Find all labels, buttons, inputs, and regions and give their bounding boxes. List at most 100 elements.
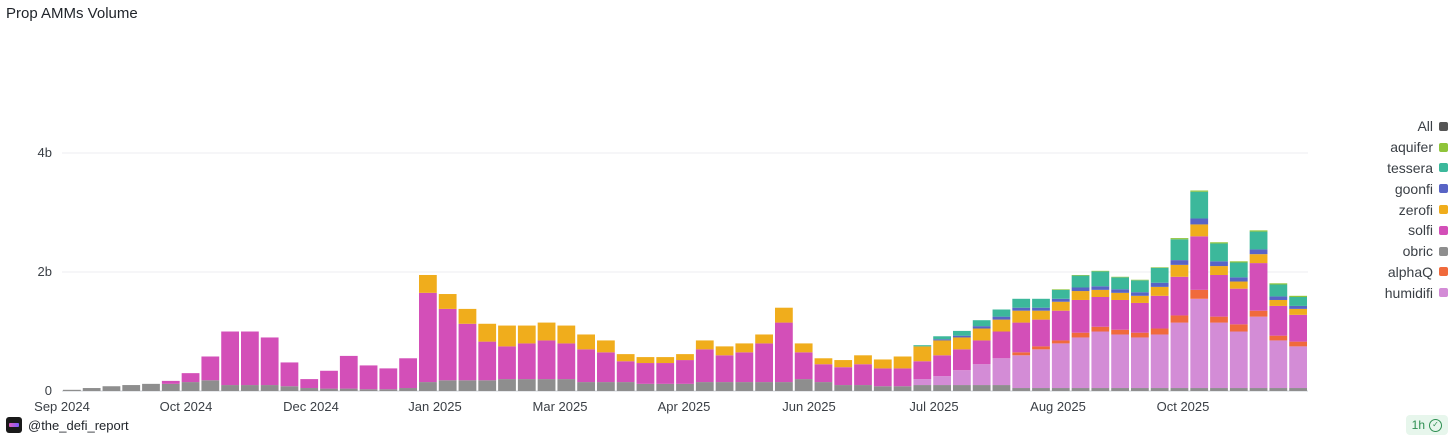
bar-obric-2025-09-28 — [1170, 388, 1189, 391]
bar-tessera-2025-09-07 — [1111, 277, 1129, 290]
bar-solfi-2025-03-16 — [616, 361, 635, 383]
bar-tessera-2025-10-12 — [1210, 243, 1228, 262]
bar-obric-2025-09-07 — [1111, 388, 1129, 391]
legend-label: solfi — [1408, 222, 1433, 239]
bar-alphaQ-2025-09-07 — [1111, 329, 1129, 335]
bar-obric-2025-10-26 — [1249, 388, 1268, 391]
bar-obric-2025-04-27 — [735, 382, 754, 391]
chart-title: Prop AMMs Volume — [6, 5, 138, 22]
bar-humidifi-2025-10-26 — [1249, 316, 1268, 389]
bar-alphaQ-2025-11-02 — [1269, 335, 1288, 341]
bar-solfi-2025-01-26 — [478, 341, 497, 381]
bar-solfi-2025-03-09 — [597, 352, 615, 383]
bar-aquifer-2025-11-02 — [1269, 283, 1288, 285]
legend-item-zerofi[interactable]: zerofi — [1318, 199, 1448, 220]
bar-goonfi-2025-09-21 — [1150, 282, 1169, 287]
bar-solfi-2025-08-17 — [1051, 310, 1070, 341]
bar-solfi-2025-08-10 — [1032, 319, 1050, 347]
bar-aquifer-2025-09-14 — [1131, 279, 1149, 281]
bar-humidifi-2025-06-29 — [913, 379, 932, 386]
bar-obric-2025-03-23 — [636, 383, 655, 391]
bar-obric-2025-08-31 — [1091, 388, 1110, 391]
bar-solfi-2024-12-15 — [359, 365, 378, 390]
bar-solfi-2024-12-01 — [320, 370, 338, 389]
bar-obric-2024-12-22 — [379, 389, 398, 391]
bar-solfi-2024-11-24 — [300, 379, 319, 389]
bar-humidifi-2025-10-19 — [1229, 331, 1248, 389]
bar-obric-2025-05-11 — [775, 382, 793, 391]
bar-obric-2025-02-16 — [537, 379, 556, 391]
bar-humidifi-2025-07-06 — [933, 376, 951, 386]
bar-goonfi-2025-11-09 — [1289, 305, 1307, 309]
legend-item-all[interactable]: All — [1318, 116, 1448, 137]
bar-zerofi-2025-07-06 — [933, 340, 951, 356]
bar-tessera-2025-08-24 — [1071, 275, 1090, 288]
y-tick-label: 2b — [38, 264, 52, 279]
bar-goonfi-2025-07-13 — [953, 335, 971, 338]
legend-item-humidifi[interactable]: humidifi — [1318, 282, 1448, 303]
legend-swatch — [1439, 205, 1448, 215]
bar-zerofi-2025-02-23 — [557, 325, 576, 344]
bar-solfi-2025-10-19 — [1229, 288, 1248, 325]
bar-humidifi-2025-09-21 — [1150, 334, 1169, 389]
bar-zerofi-2025-11-02 — [1269, 299, 1288, 306]
bar-obric-2025-07-13 — [953, 385, 971, 391]
bar-humidifi-2025-09-14 — [1131, 337, 1149, 389]
bar-obric-2025-05-25 — [814, 382, 833, 391]
legend-item-aquifer[interactable]: aquifer — [1318, 137, 1448, 158]
bar-obric-2024-11-17 — [280, 386, 299, 391]
bar-humidifi-2025-10-12 — [1210, 322, 1228, 389]
x-tick-label: Dec 2024 — [283, 399, 339, 414]
bar-zerofi-2025-09-07 — [1111, 292, 1129, 300]
bar-solfi-2025-02-16 — [537, 340, 556, 380]
bar-humidifi-2025-09-07 — [1111, 334, 1129, 389]
bar-obric-2025-03-16 — [616, 382, 635, 391]
bar-obric-2024-09-08 — [82, 388, 101, 391]
bar-zerofi-2025-05-18 — [794, 343, 813, 353]
legend-label: tessera — [1387, 159, 1433, 176]
legend-item-goonfi[interactable]: goonfi — [1318, 178, 1448, 199]
bar-obric-2025-05-18 — [794, 379, 813, 391]
bar-obric-2024-10-27 — [221, 385, 239, 391]
bar-zerofi-2025-04-13 — [695, 340, 714, 350]
bar-zerofi-2025-02-02 — [498, 325, 516, 347]
bar-aquifer-2025-10-26 — [1249, 230, 1268, 232]
bar-solfi-2025-11-02 — [1269, 305, 1288, 336]
chart-legend: All aquifer tessera goonfi zerofi solfi obric a… — [1318, 116, 1448, 303]
bar-obric-2025-03-30 — [656, 383, 675, 391]
bar-obric-2025-06-29 — [913, 385, 932, 391]
bar-goonfi-2025-09-28 — [1170, 260, 1189, 265]
bar-zerofi-2025-07-20 — [972, 328, 991, 341]
refresh-badge[interactable]: 1h ✓ — [1405, 415, 1448, 435]
attribution[interactable]: @the_defi_report — [6, 417, 129, 433]
bar-tessera-2025-09-14 — [1131, 280, 1149, 293]
bar-solfi-2024-12-08 — [339, 355, 358, 389]
bar-aquifer-2025-10-19 — [1229, 261, 1248, 263]
bar-zerofi-2025-03-16 — [616, 354, 635, 362]
bar-tessera-2025-08-17 — [1051, 289, 1070, 299]
bar-obric-2024-12-08 — [339, 388, 358, 391]
bar-solfi-2025-07-20 — [972, 340, 991, 365]
legend-swatch — [1439, 246, 1448, 256]
bar-solfi-2025-03-02 — [577, 349, 595, 383]
bar-tessera-2025-10-26 — [1249, 231, 1268, 250]
legend-swatch — [1439, 288, 1448, 298]
bar-humidifi-2025-07-27 — [992, 358, 1011, 386]
bar-tessera-2025-09-28 — [1170, 239, 1189, 261]
legend-item-solfi[interactable]: solfi — [1318, 220, 1448, 241]
bar-humidifi-2025-08-10 — [1032, 349, 1050, 389]
legend-item-tessera[interactable]: tessera — [1318, 158, 1448, 179]
legend-item-obric[interactable]: obric — [1318, 241, 1448, 262]
x-tick-label: Jun 2025 — [782, 399, 836, 414]
bar-zerofi-2025-08-24 — [1071, 291, 1090, 300]
bar-solfi-2025-09-07 — [1111, 299, 1129, 330]
legend-swatch — [1439, 121, 1448, 131]
bar-zerofi-2025-06-01 — [834, 360, 853, 368]
bar-zerofi-2025-01-19 — [458, 308, 477, 324]
bar-obric-2025-01-26 — [478, 380, 497, 391]
bar-obric-2025-01-19 — [458, 380, 477, 391]
legend-item-alphaq[interactable]: alphaQ — [1318, 262, 1448, 283]
bar-zerofi-2025-02-16 — [537, 322, 556, 341]
bar-goonfi-2025-10-12 — [1210, 261, 1228, 267]
x-tick-label: Aug 2025 — [1030, 399, 1086, 414]
